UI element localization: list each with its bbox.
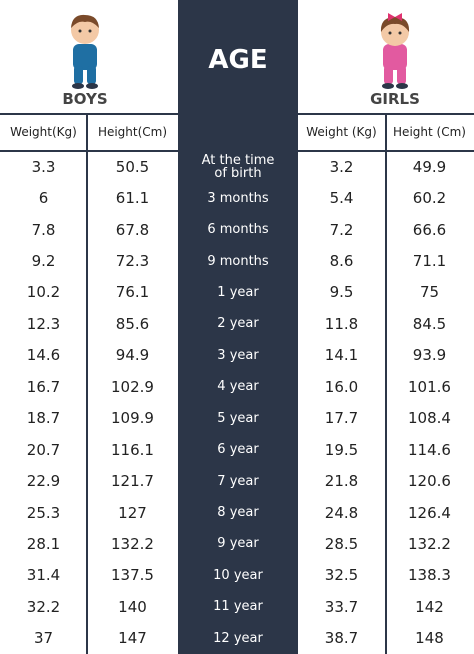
table-cell: 148	[415, 629, 444, 648]
table-cell: 5.4	[329, 189, 354, 208]
table-cell: 108.4	[408, 409, 451, 428]
table-cell: 84.5	[412, 314, 447, 333]
column-header: Height (Cm)	[393, 125, 466, 139]
age-label: 6 months	[207, 222, 269, 238]
table-cell: 137.5	[111, 566, 154, 585]
age-label: 10 year	[213, 567, 263, 583]
table-cell: 132.2	[111, 534, 154, 553]
age-label: 8 year	[217, 505, 259, 521]
table-cell: 132.2	[408, 534, 451, 553]
column-header: Weight(Kg)	[10, 125, 77, 139]
table-cell: 71.1	[412, 252, 447, 271]
table-cell: 94.9	[115, 346, 150, 365]
table-cell: 10.2	[26, 283, 61, 302]
table-cell: 16.7	[26, 377, 61, 396]
table-cell: 22.9	[26, 472, 61, 491]
table-cell: 147	[118, 629, 147, 648]
table-cell: 66.6	[412, 220, 447, 239]
table-cell: 7.8	[31, 220, 56, 239]
table-cell: 32.2	[26, 597, 61, 616]
column-header: Weight (Kg)	[306, 125, 377, 139]
table-cell: 20.7	[26, 440, 61, 459]
table-cell: 25.3	[26, 503, 61, 522]
table-cell: 28.5	[324, 534, 359, 553]
table-cell: 32.5	[324, 566, 359, 585]
age-label: 1 year	[217, 284, 259, 300]
column-header: Height(Cm)	[97, 125, 168, 139]
table-cell: 76.1	[115, 283, 150, 302]
age-label: At the time of birth	[201, 152, 275, 181]
age-label: 9 months	[207, 253, 269, 269]
table-cell: 50.5	[115, 157, 150, 176]
table-cell: 116.1	[111, 440, 154, 459]
table-cell: 67.8	[115, 220, 150, 239]
age-label: 3 year	[217, 347, 259, 363]
table-cell: 16.0	[324, 377, 359, 396]
table-cell: 7.2	[329, 220, 354, 239]
table-cell: 61.1	[115, 189, 150, 208]
age-label: 5 year	[217, 410, 259, 426]
table-cell: 19.5	[324, 440, 359, 459]
table-cell: 140	[118, 597, 147, 616]
table-cell: 33.7	[324, 597, 359, 616]
table-cell: 101.6	[408, 377, 451, 396]
table-cell: 114.6	[408, 440, 451, 459]
age-label: 3 months	[207, 190, 269, 206]
age-label: 4 year	[217, 379, 259, 395]
table-cell: 18.7	[26, 409, 61, 428]
table-cell: 102.9	[111, 377, 154, 396]
table-cell: 28.1	[26, 534, 61, 553]
age-label: 11 year	[213, 599, 263, 615]
table-cell: 31.4	[26, 566, 61, 585]
table-cell: 3.3	[31, 157, 56, 176]
table-cell: 12.3	[26, 314, 61, 333]
age-label: 9 year	[217, 536, 259, 552]
table-cell: 11.8	[324, 314, 359, 333]
girls-title: GIRLS	[370, 90, 420, 108]
header-rule	[0, 150, 474, 152]
boy-icon	[71, 14, 99, 89]
table-cell: 6	[38, 189, 49, 208]
table-cell: 14.6	[26, 346, 61, 365]
table-cell: 21.8	[324, 472, 359, 491]
table-cell: 126.4	[408, 503, 451, 522]
boys-title: BOYS	[62, 90, 108, 108]
table-cell: 24.8	[324, 503, 359, 522]
table-cell: 85.6	[115, 314, 150, 333]
table-cell: 93.9	[412, 346, 447, 365]
table-cell: 72.3	[115, 252, 150, 271]
table-cell: 37	[33, 629, 54, 648]
age-column	[178, 0, 298, 654]
column-divider	[86, 113, 88, 654]
table-cell: 142	[415, 597, 444, 616]
table-cell: 8.6	[329, 252, 354, 271]
table-cell: 38.7	[324, 629, 359, 648]
column-divider	[385, 113, 387, 654]
age-title: AGE	[208, 45, 268, 75]
age-label: 2 year	[217, 316, 259, 332]
table-cell: 3.2	[329, 157, 354, 176]
table-cell: 17.7	[324, 409, 359, 428]
table-cell: 9.5	[329, 283, 354, 302]
table-cell: 9.2	[31, 252, 56, 271]
table-cell: 60.2	[412, 189, 447, 208]
table-cell: 49.9	[412, 157, 447, 176]
table-cell: 75	[419, 283, 440, 302]
age-label: 7 year	[217, 473, 259, 489]
girl-icon	[380, 13, 410, 89]
header-rule	[0, 113, 474, 115]
table-cell: 127	[118, 503, 147, 522]
table-cell: 109.9	[111, 409, 154, 428]
table-cell: 14.1	[324, 346, 359, 365]
table-cell: 120.6	[408, 472, 451, 491]
table-cell: 138.3	[408, 566, 451, 585]
age-label: 12 year	[213, 630, 263, 646]
table-cell: 121.7	[111, 472, 154, 491]
age-label: 6 year	[217, 442, 259, 458]
